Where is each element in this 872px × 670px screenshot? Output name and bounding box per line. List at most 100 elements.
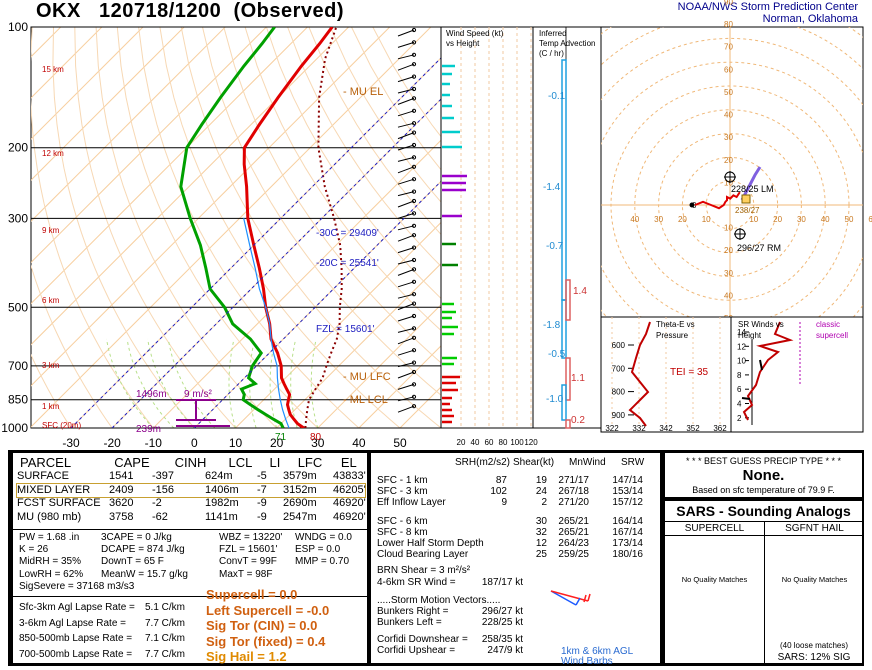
theta-e-ytick: 600: [612, 341, 626, 350]
hodo-ring-label: 10: [724, 224, 733, 233]
lapse-block: Sfc-3km Agl Lapse Rate = 5.1 C/km 3-6km Ag…: [19, 600, 199, 662]
sfc-dew-label: 71: [275, 432, 287, 443]
hodo-ring-label: 30: [724, 269, 733, 278]
fzl-label: FZL = 15601': [316, 324, 375, 335]
wind-barb-station: [411, 369, 417, 375]
sr-marker: [759, 359, 763, 371]
dry-adiabat: [159, 27, 401, 428]
hodo-ring-label: 70: [724, 43, 733, 52]
hodo-ring-label: 30: [797, 215, 806, 224]
rm-label: 296/27 RM: [737, 243, 781, 253]
hodo-ring-label: 30: [654, 215, 663, 224]
indices-block: PW = 1.68 .in 3CAPE = 0 J/kg WBZ = 13220' W…: [19, 532, 365, 581]
moist-adiabat: [228, 338, 236, 428]
moist-adiabat: [126, 338, 175, 428]
parcel-cell: -2: [152, 497, 162, 510]
parcel-cell: 624m: [205, 470, 233, 482]
parcel-cell: 1406m: [205, 483, 239, 496]
lapse-value: 5.1 C/km: [145, 602, 186, 613]
sr-legend-2: supercell: [816, 331, 848, 340]
sr-marker: [741, 397, 751, 400]
temp-tick-label: 10: [229, 436, 243, 450]
index-value: ConvT = 99F: [219, 556, 277, 568]
parcel-cell: 2547m: [283, 510, 317, 523]
kinematics-row: SFC - 8 km 32 265/21 167/14: [377, 527, 659, 538]
wind-barb-station: [411, 96, 417, 101]
height-label: 6 km: [42, 296, 60, 305]
barbs-label-2: Wind Barbs: [561, 656, 613, 667]
wind-barb: [397, 268, 415, 276]
hodo-ring-label: 80: [724, 20, 733, 29]
isotherm: [31, 27, 391, 387]
kinematics-group-2: SFC - 6 km 30 265/21 164/14 SFC - 8 km 32 265/…: [377, 516, 659, 560]
ml-lcl-label: - ML LCL: [343, 394, 388, 406]
pressure-tick-label: 300: [8, 211, 28, 225]
wind-barb: [397, 200, 415, 208]
lapse-divider: [13, 596, 369, 597]
parcel-cell: SURFACE: [17, 470, 69, 482]
kinematics-cell: Cloud Bearing Layer: [377, 549, 469, 560]
station-id: OKX: [36, 0, 81, 22]
parcel-cell: 1982m: [205, 497, 239, 510]
lapse-label: 700-500mb Lapse Rate =: [19, 648, 133, 660]
bunkers-block: Bunkers Right = 296/27 kt Bunkers Left = 22…: [377, 606, 537, 628]
wind-speed-tick: 60: [485, 438, 494, 447]
kinematics-panel: SRH(m2/s2) Shear(kt) MnWind SRW SFC - 1 km 8…: [370, 452, 661, 667]
kinematics-cell: 164/14: [612, 516, 643, 527]
sars-col2-msg: No Quality Matches: [781, 575, 848, 584]
lapse-row: 850-500mb Lapse Rate = 7.1 C/km: [19, 631, 199, 647]
wind-barb: [397, 191, 415, 197]
wind-speed-tick: 20: [457, 438, 466, 447]
kinematics-pair: Corfidi Downshear = 258/35 kt: [377, 634, 537, 645]
theta-e-xtick: 332: [632, 424, 646, 433]
temp-adv-block: [565, 419, 571, 429]
wind-barb: [397, 110, 415, 117]
wind-barb: [397, 405, 415, 413]
hodo-ring-label: 90: [724, 0, 733, 7]
index-value: PW = 1.68 .in: [19, 532, 80, 543]
moist-adiabat: [310, 338, 319, 428]
parcel-cell: 3152m: [283, 483, 317, 496]
temp-adv-subtitle: Temp Advection: [539, 39, 595, 48]
parcel-cell: 3758: [109, 510, 134, 523]
parcel-cell: 3579m: [283, 470, 317, 482]
wind-barb-station: [411, 404, 417, 409]
parcel-panel: PARCEL CAPE CINH LCL LI LFC EL SURFACE 1541 -397…: [12, 452, 369, 664]
temp-adv-label: -1.0: [546, 394, 564, 405]
wind-barb: [397, 259, 415, 265]
sars-title: SARS - Sounding Analogs: [676, 503, 851, 519]
temp-tick-label: 50: [393, 436, 407, 450]
tei-annotation: TEI = 35: [670, 367, 709, 378]
brn-shear: BRN Shear = 3 m²/s²: [377, 565, 471, 576]
wind-barb: [397, 303, 415, 311]
highlight-isotherm: [70, 57, 441, 428]
pair-label: Corfidi Upshear =: [377, 645, 456, 656]
wind-barb: [397, 122, 415, 128]
height-label: 1 km: [42, 402, 60, 411]
wind-barb-station: [411, 86, 417, 92]
pair-label: 4-6km SR Wind =: [377, 577, 456, 588]
pressure-tick-label: 500: [8, 300, 28, 314]
kinematics-cell: SFC - 8 km: [377, 527, 428, 538]
dry-adiabat: [244, 27, 441, 332]
temp-adv-title: Inferred: [539, 29, 567, 38]
parcel-header: CINH: [174, 455, 207, 470]
precip-value: None.: [742, 467, 785, 484]
kinematics-cell: 2: [541, 497, 547, 508]
wind-barb-station: [411, 177, 417, 182]
lapse-value: 7.1 C/km: [145, 633, 186, 644]
kinematics-cell: 267/18: [558, 486, 589, 497]
kinematics-cell: SFC - 1 km: [377, 475, 428, 486]
wind-speed-tick: 120: [524, 438, 538, 447]
dry-adiabat: [329, 27, 441, 203]
highlight-isotherm: [193, 180, 441, 428]
wind-barb-station: [411, 40, 417, 45]
isotherm: [31, 27, 185, 181]
hodo-ring-label: 10: [749, 215, 758, 224]
kinematics-row: Eff Inflow Layer 9 2 271/20 157/12: [377, 497, 659, 508]
kinematics-pair: Bunkers Left = 228/25 kt: [377, 617, 537, 628]
index-value: MidRH = 35%: [19, 556, 81, 568]
temp-adv-label: -0.5: [548, 349, 566, 360]
temp-adv-block: [561, 299, 567, 359]
